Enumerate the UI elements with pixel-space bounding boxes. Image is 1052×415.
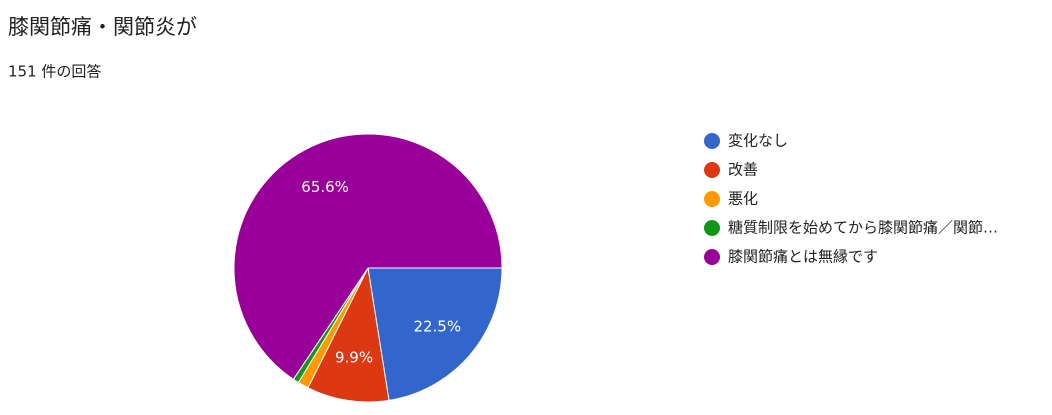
- pie-slice: [367, 267, 503, 401]
- slice-label: 22.5%: [413, 318, 461, 336]
- legend-marker: [704, 133, 720, 149]
- legend-label: 悪化: [728, 190, 758, 208]
- slice-label: 9.9%: [335, 349, 373, 367]
- legend-label: 変化なし: [728, 132, 788, 150]
- legend-marker: [704, 162, 720, 178]
- pie-slice: [307, 266, 390, 403]
- legend-label: 糖質制限を始めてから膝関節痛／関節…: [728, 219, 998, 237]
- legend-label: 改善: [728, 161, 758, 179]
- pie-slice: [233, 133, 503, 380]
- legend-marker: [704, 249, 720, 265]
- chart-subtitle: 151 件の回答: [8, 63, 101, 81]
- slice-label: 65.6%: [301, 178, 349, 196]
- legend-marker: [704, 191, 720, 207]
- legend-label: 膝関節痛とは無縁です: [728, 248, 878, 266]
- chart-title: 膝関節痛・関節炎が: [8, 15, 197, 39]
- legend-marker: [704, 220, 720, 236]
